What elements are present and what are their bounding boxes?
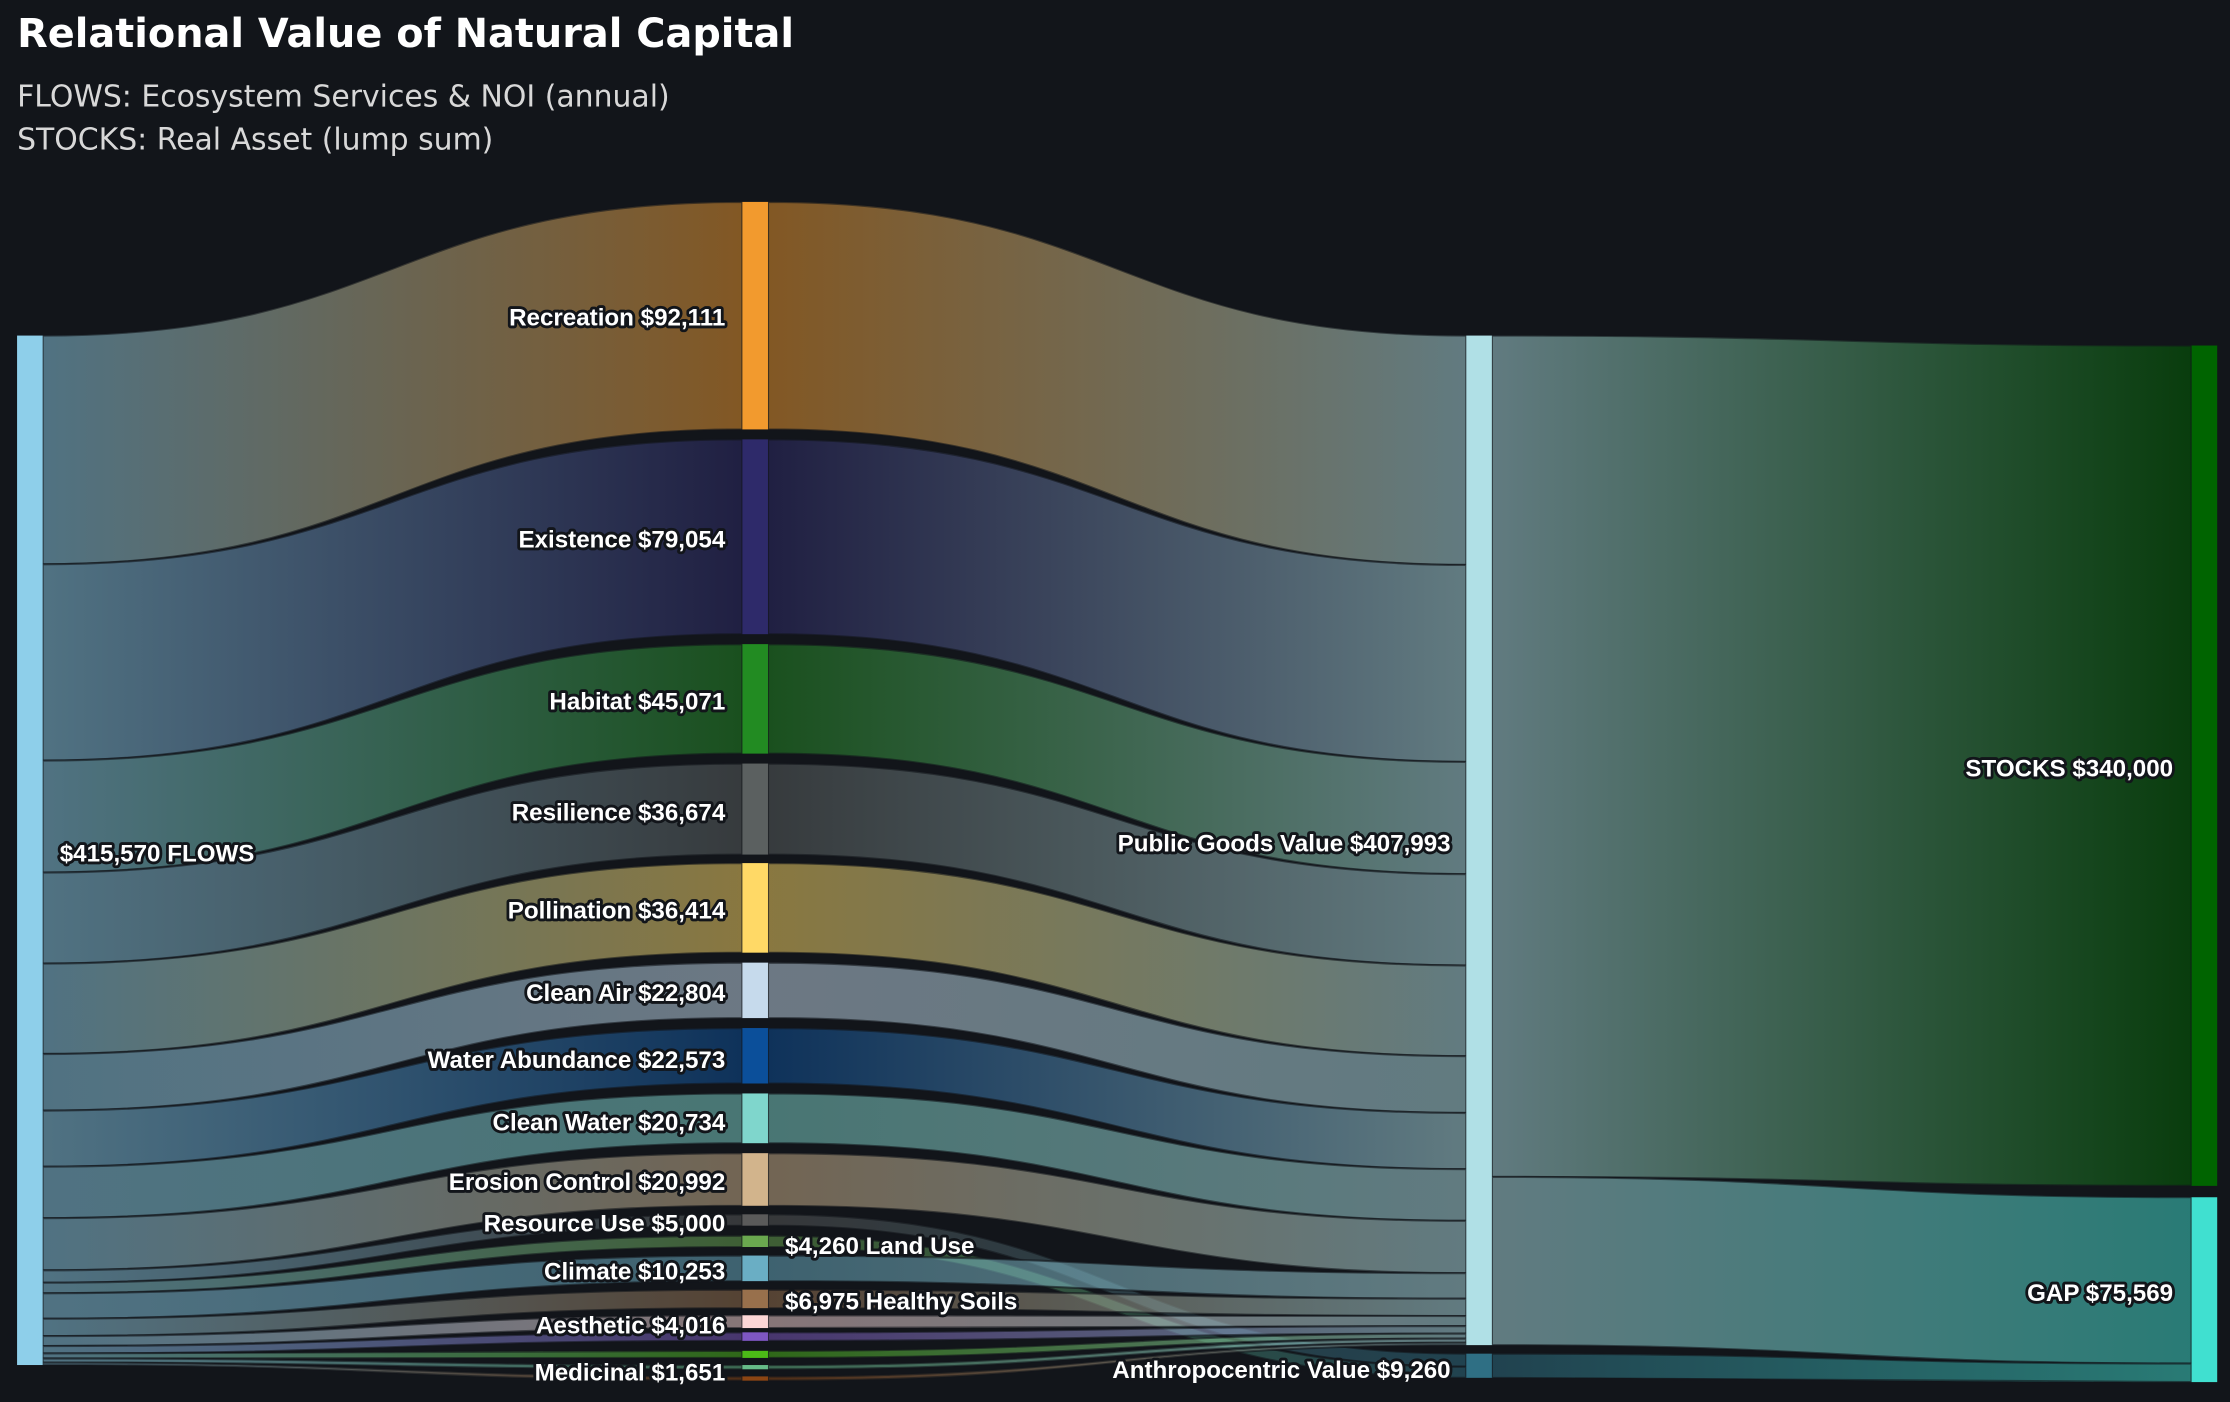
node-label: Erosion Control $20,992	[449, 1169, 726, 1196]
chart-title: Relational Value of Natural Capital	[17, 11, 794, 57]
sankey-node[interactable]	[1466, 335, 1492, 1346]
node-label: Resource Use $5,000	[484, 1210, 726, 1237]
sankey-labels: $415,570 FLOWS Recreation $92,111 Existenc…	[57, 302, 2176, 1390]
node-label: Habitat $45,071	[549, 689, 725, 716]
node-label: Climate $10,253	[544, 1259, 725, 1286]
node-label: Public Goods Value $407,993	[1118, 831, 1451, 858]
node-label: Resilience $36,674	[512, 799, 726, 826]
sankey-node[interactable]	[742, 1289, 768, 1309]
sankey-node[interactable]	[742, 1093, 768, 1144]
sankey-node[interactable]	[742, 1350, 768, 1358]
sankey-link[interactable]	[41, 438, 744, 762]
node-label: Medicinal $1,651	[535, 1360, 726, 1387]
node-label: $4,260 Land Use	[785, 1233, 974, 1260]
node-label: Recreation $92,111	[509, 305, 725, 332]
sankey-node[interactable]	[742, 962, 768, 1019]
sankey-node[interactable]	[742, 1332, 768, 1341]
sankey-node[interactable]	[742, 1235, 768, 1248]
sankey-link[interactable]	[1490, 334, 2193, 1187]
sankey-node[interactable]	[742, 1365, 768, 1370]
sankey-node[interactable]	[742, 863, 768, 953]
sankey-link[interactable]	[1490, 1175, 2193, 1365]
node-label: GAP $75,569	[2027, 1280, 2173, 1307]
sankey-node[interactable]	[742, 1315, 768, 1329]
node-label: Anthropocentric Value $9,260	[1112, 1357, 1450, 1384]
sankey-node[interactable]	[1466, 1353, 1492, 1378]
node-label: Clean Air $22,804	[526, 980, 726, 1007]
sankey-node[interactable]	[742, 1214, 768, 1226]
node-label: Clean Water $20,734	[493, 1109, 726, 1136]
sankey-node[interactable]	[742, 439, 768, 635]
node-label: Existence $79,054	[518, 526, 725, 553]
sankey-links	[41, 200, 2193, 1384]
node-label: $6,975 Healthy Soils	[785, 1289, 1017, 1316]
node-label: STOCKS $340,000	[1965, 755, 2173, 782]
sankey-nodes	[17, 201, 2218, 1383]
sankey-node[interactable]	[2191, 345, 2218, 1186]
sankey-node[interactable]	[742, 1255, 768, 1282]
sankey-node[interactable]	[742, 1153, 768, 1206]
sankey-node[interactable]	[2191, 1197, 2218, 1383]
node-label: Pollination $36,414	[508, 898, 726, 925]
node-label: Water Abundance $22,573	[428, 1047, 726, 1074]
node-label: Aesthetic $4,016	[536, 1313, 725, 1340]
node-label: $415,570 FLOWS	[60, 841, 255, 868]
chart-subtitle-flows: FLOWS: Ecosystem Services & NOI (annual)	[17, 80, 670, 115]
sankey-node[interactable]	[742, 644, 768, 754]
sankey-node[interactable]	[742, 763, 768, 855]
chart-subtitle-stocks: STOCKS: Real Asset (lump sum)	[17, 122, 493, 157]
sankey-node[interactable]	[742, 1376, 768, 1381]
sankey-link[interactable]	[766, 1341, 1468, 1382]
sankey-node[interactable]	[742, 1028, 768, 1084]
sankey-node[interactable]	[17, 335, 43, 1366]
sankey-node[interactable]	[742, 201, 768, 430]
